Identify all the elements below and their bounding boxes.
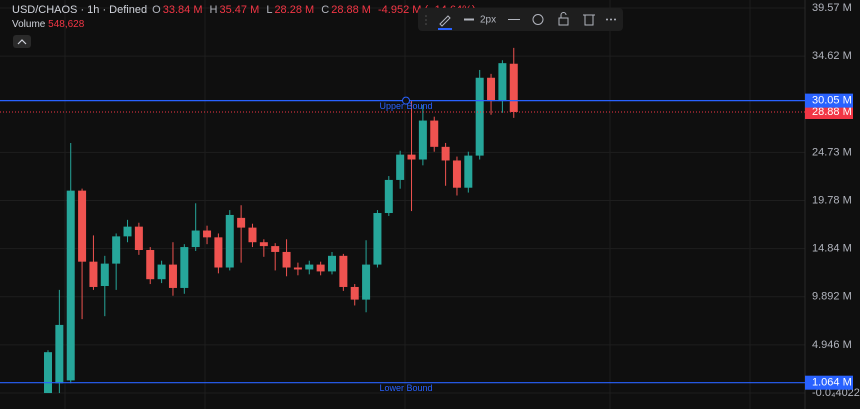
candle-body [157,264,166,280]
collapse-icon [17,39,27,45]
y-tick-label: 39.57 M [812,2,852,14]
candle-body [180,247,189,288]
candle-body [293,267,302,270]
candle-body [123,226,132,237]
legend: USD/CHAOS · 1h · Defined O 33.84 M H 35.47… [12,4,480,16]
candle-body [396,154,405,180]
lock-icon[interactable] [558,17,569,26]
candle-body [237,217,246,228]
candle-body [316,264,325,272]
candle-body [112,236,121,264]
candle-body [339,255,348,287]
volume-legend: Volume 548,628 [12,19,88,30]
legend-key: C [321,4,330,16]
candle-body [146,249,155,280]
candle-body [362,264,371,300]
candle-body [509,63,518,113]
bound-tag [805,93,853,108]
collapse-button[interactable] [13,35,31,48]
legend-key: L [266,4,273,16]
y-tick-label: 24.73 M [812,146,852,158]
legend-value: 35.47 M [219,4,260,16]
candle-body [191,230,200,248]
candle-body [430,120,439,147]
candle-body [305,264,314,270]
legend-key: H [209,4,218,16]
bound-label: 1.064 M [812,377,852,389]
delete-icon[interactable] [583,14,595,26]
last-price-label: 28.88 M [812,106,852,118]
y-tick-label: 34.62 M [812,50,852,62]
candle-body [168,264,177,288]
candle-body [441,146,450,161]
volume-value: 548,628 [48,19,85,30]
candle-body [134,226,143,250]
y-tick-label: 14.84 M [812,243,852,255]
candle-body [350,286,359,300]
candle-body [282,251,291,268]
candle-body [384,179,393,214]
y-tick-label: 4.946 M [812,339,852,351]
legend-key: O [152,4,161,16]
candle-body [452,160,461,188]
volume-label: Volume [12,19,46,30]
candle-body [89,261,98,287]
bound-handle[interactable] [402,96,410,105]
candle-body [78,190,87,262]
vertical-grid [64,0,751,409]
line-width[interactable]: 2px [480,15,496,26]
settings-icon[interactable] [532,14,544,25]
bound-tag [805,375,853,390]
candle-body [271,246,280,252]
last-price-tag [805,105,853,120]
candle-body [100,263,109,286]
symbol: USD/CHAOS · 1h · Defined [12,4,148,16]
candle-body [66,190,75,381]
pencil-icon[interactable] [439,15,451,27]
candle-body [373,213,382,265]
candle-body [248,227,257,243]
legend-value: 28.88 M [331,4,371,16]
bound-name: Lower Bound [379,383,432,393]
legend-value: 33.84 M [162,4,203,16]
candle-body [475,77,484,156]
bound-name: Upper Bound [379,101,432,111]
candle-body [55,324,64,384]
toolbar-icons: 2px [425,12,616,30]
candle-body [225,214,234,268]
candle-body [44,352,52,394]
bound-label: 30.05 M [812,95,852,107]
candle-body [214,237,223,268]
y-tick-label: -0.0₄4022 [812,387,860,399]
candle-body [498,63,507,102]
candle-body [203,230,212,238]
drawing-toolbar: 2px [418,8,623,31]
more-icon[interactable] [606,18,608,21]
candle-body [418,120,427,160]
candle-body [487,77,496,102]
y-tick-label: 9.892 M [812,291,852,303]
candle-body [464,155,473,188]
y-tick-label: 19.78 M [812,194,852,206]
candle-body [328,255,336,272]
legend-value: 28.28 M [274,4,315,16]
candle-body [259,242,268,247]
candle-body [407,154,416,160]
